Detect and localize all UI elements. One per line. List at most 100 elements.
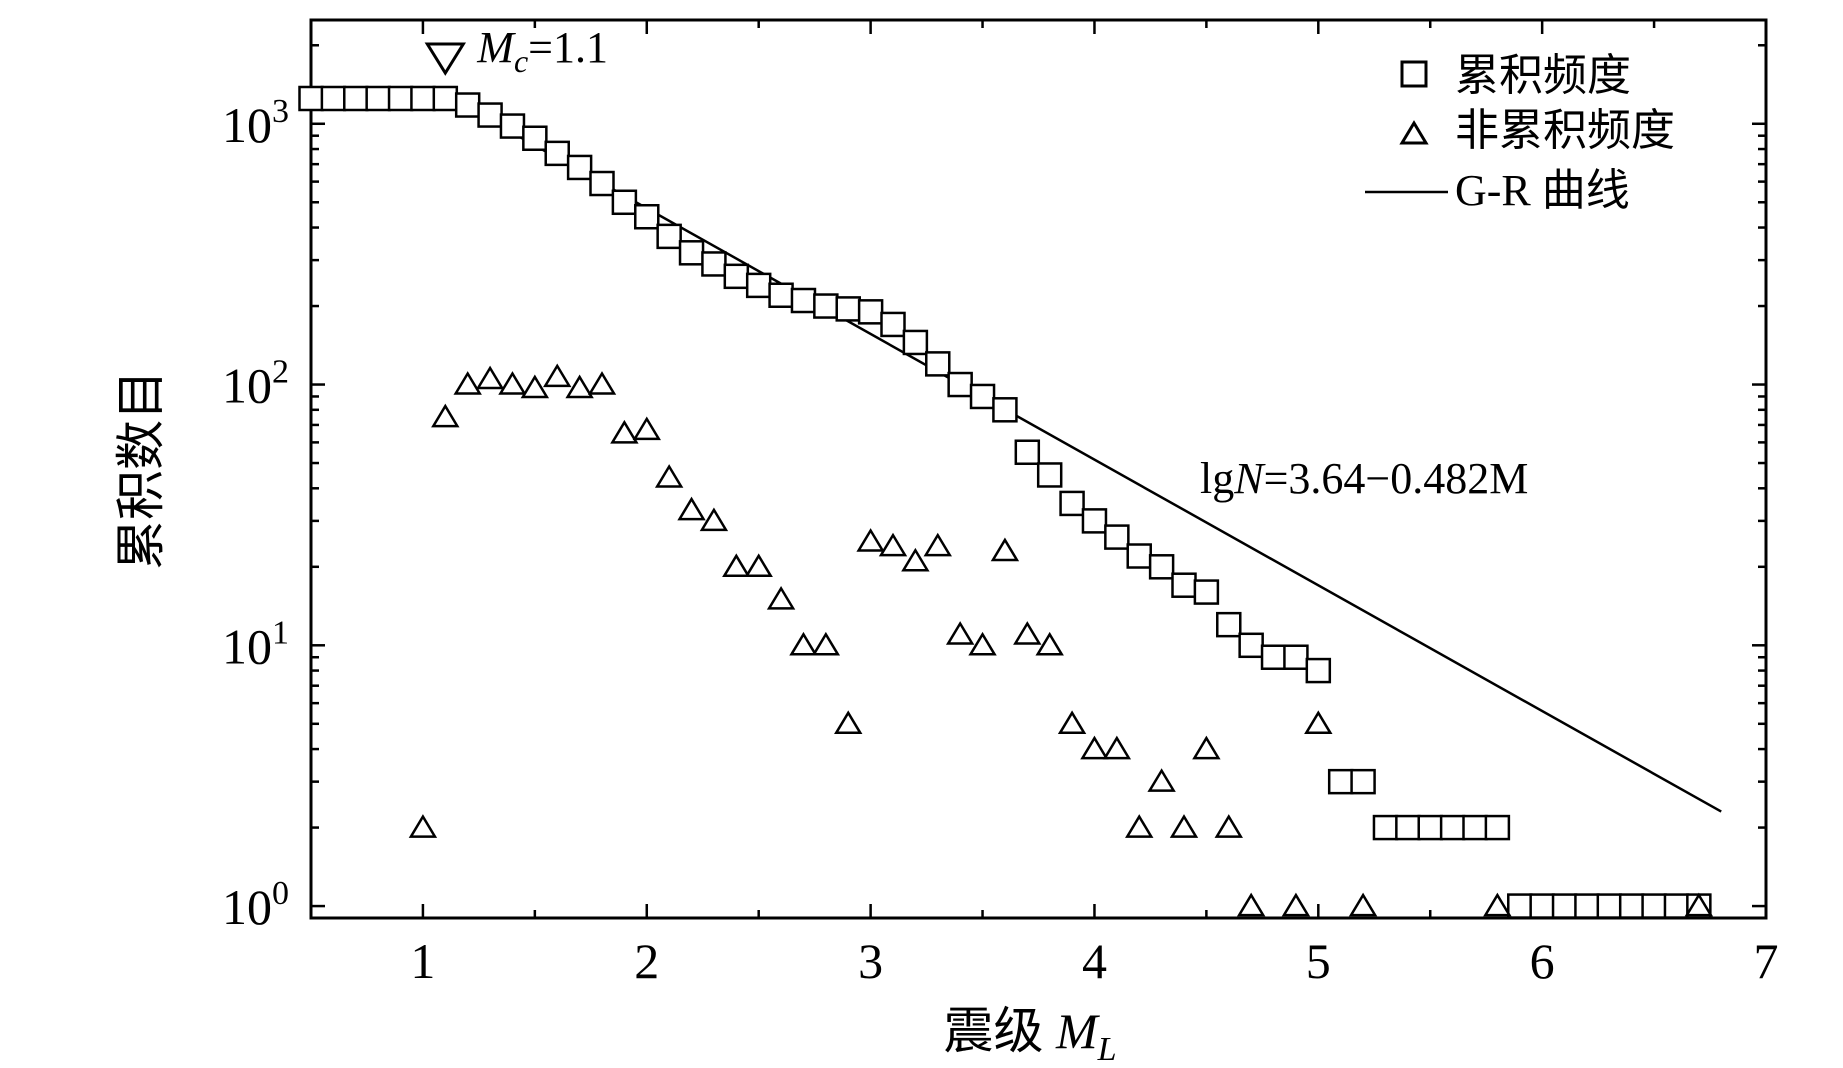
cumulative-point <box>701 251 727 277</box>
noncumulative-point <box>654 464 684 488</box>
cumulative-point <box>1216 611 1242 638</box>
cumulative-point <box>1417 814 1443 841</box>
cumulative-point <box>1462 814 1488 841</box>
cumulative-point <box>880 311 906 338</box>
cumulative-point <box>1059 490 1085 517</box>
noncumulative-point <box>587 371 617 395</box>
cumulative-point <box>298 85 324 112</box>
cumulative-point <box>1484 814 1511 841</box>
plot-frame <box>309 18 1768 920</box>
cumulative-point <box>992 397 1018 423</box>
noncumulative-point <box>1147 768 1176 792</box>
y-tick-label: 103 <box>222 93 289 153</box>
noncumulative-point <box>990 537 1020 562</box>
noncumulative-point <box>1169 814 1199 838</box>
legend-label-cumulative: 累积频度 <box>1455 51 1631 100</box>
noncumulative-point <box>1192 735 1221 760</box>
cumulative-point <box>1104 524 1130 550</box>
noncumulative-point <box>699 507 729 532</box>
noncumulative-point <box>1214 814 1243 838</box>
noncumulative-point <box>834 710 863 735</box>
noncumulative-point <box>565 374 594 399</box>
noncumulative-point <box>1304 710 1333 735</box>
legend: 累积频度 非累积频度 G-R 曲线 <box>1365 51 1675 215</box>
cumulative-point <box>1507 893 1533 919</box>
fit-equation: lgN=3.64−0.482M <box>1200 454 1528 503</box>
noncumulative-point <box>520 374 550 399</box>
noncumulative-point <box>1684 892 1714 917</box>
cumulative-point <box>813 293 839 319</box>
noncumulative-point <box>945 621 975 645</box>
x-tick-label: 7 <box>1754 933 1779 989</box>
cumulative-point <box>589 170 615 197</box>
cumulative-point <box>611 189 638 216</box>
cumulative-point <box>790 287 817 314</box>
legend-label-gr: G-R 曲线 <box>1455 166 1630 215</box>
cumulative-point <box>1574 893 1600 919</box>
cumulative-point <box>1395 814 1421 841</box>
cumulative-point <box>634 203 660 230</box>
tick-labels: 1 2 3 4 5 6 7 100 101 102 103 <box>222 93 1779 989</box>
cumulative-point <box>1081 508 1108 534</box>
noncumulative-point <box>722 553 751 578</box>
cumulative-point <box>1305 657 1332 684</box>
noncumulative-point <box>1348 892 1378 917</box>
cumulative-point <box>768 282 794 308</box>
noncumulative-point <box>1080 735 1109 760</box>
noncumulative-point <box>610 419 639 444</box>
cumulative-point <box>1551 893 1578 919</box>
noncumulative-point <box>901 547 930 572</box>
x-tick-label: 2 <box>634 933 659 989</box>
cumulative-point <box>1596 893 1623 919</box>
noncumulative-point <box>1125 814 1154 838</box>
cumulative-point <box>969 383 996 410</box>
noncumulative-point <box>878 532 908 557</box>
cumulative-point <box>1283 644 1309 670</box>
cumulative-point <box>1350 768 1376 795</box>
cumulative-point <box>432 85 459 112</box>
noncumulative-point <box>1057 710 1087 735</box>
noncumulative-point <box>856 528 885 552</box>
cumulative-point <box>1014 439 1041 465</box>
x-tick-label: 4 <box>1082 933 1107 989</box>
x-tick-label: 6 <box>1530 933 1555 989</box>
axis-ticks <box>309 20 1768 918</box>
x-axis-title: 震级 ML <box>943 1003 1116 1063</box>
noncumulative-point <box>1236 892 1266 917</box>
cumulative-point <box>544 140 570 167</box>
noncumulative-point <box>923 532 952 557</box>
cumulative-point <box>522 125 548 151</box>
cumulative-point <box>1260 644 1287 670</box>
cumulative-point <box>1148 554 1175 580</box>
cumulative-point <box>1641 893 1667 919</box>
cumulative-point <box>566 154 593 181</box>
noncumulative-point <box>1483 892 1512 917</box>
noncumulative-point <box>968 631 997 656</box>
noncumulative-point <box>543 363 572 388</box>
cumulative-point <box>1327 768 1354 795</box>
cumulative-point <box>1126 543 1152 569</box>
noncumulative-point <box>789 631 818 656</box>
noncumulative-point <box>453 371 482 395</box>
legend-triangle-icon <box>1399 120 1429 145</box>
cumulative-point <box>1238 632 1264 659</box>
cumulative-point <box>387 85 414 112</box>
cumulative-point <box>1663 893 1690 919</box>
x-tick-label: 1 <box>410 933 435 989</box>
cumulative-point <box>365 85 391 112</box>
cumulative-point <box>1171 572 1197 598</box>
cumulative-point <box>723 263 750 290</box>
legend-square-icon <box>1400 60 1428 88</box>
cumulative-point <box>902 329 929 356</box>
cumulative-point <box>410 85 436 112</box>
x-tick-label: 5 <box>1306 933 1331 989</box>
cumulative-point <box>1372 814 1399 841</box>
cumulative-point <box>320 85 347 112</box>
y-tick-label: 101 <box>222 614 289 674</box>
noncumulative-point <box>1281 892 1311 917</box>
cumulative-point <box>1618 893 1645 919</box>
cumulative-point <box>1439 814 1466 841</box>
noncumulative-point <box>632 416 661 441</box>
cumulative-point <box>499 113 526 139</box>
noncumulative-point <box>475 365 505 390</box>
